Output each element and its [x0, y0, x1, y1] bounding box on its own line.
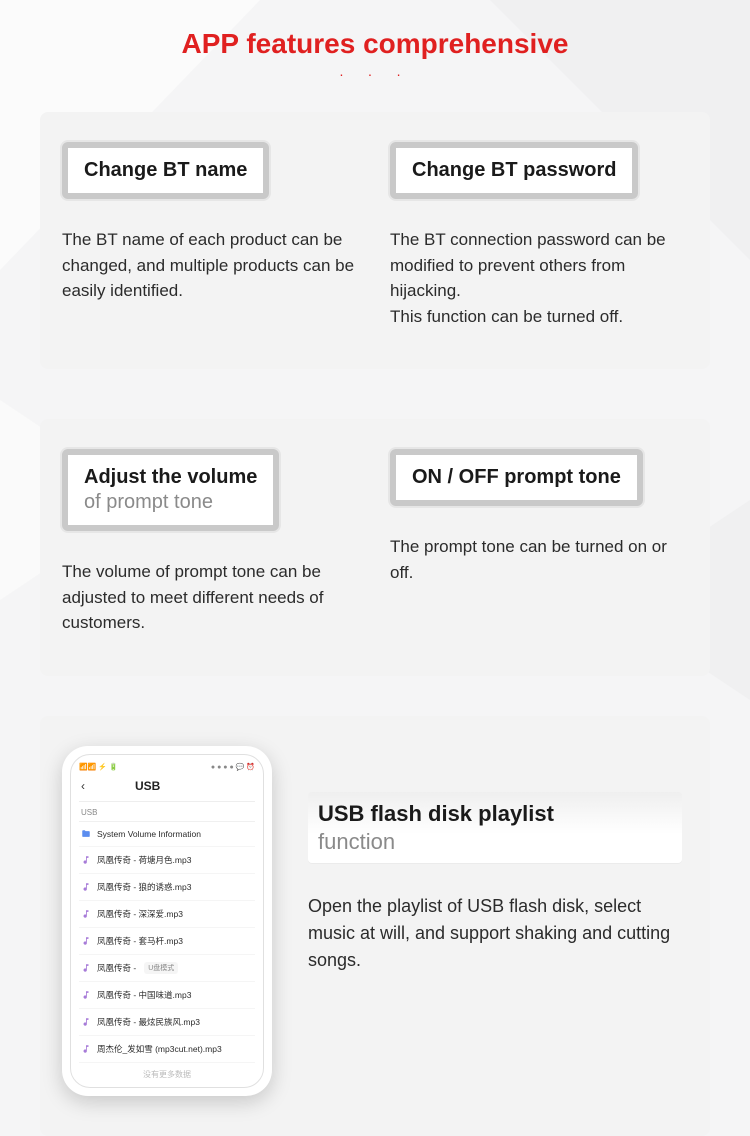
playlist: System Volume Information 凤凰传奇 - 荷塘月色.mp3…	[79, 822, 255, 1063]
feature-button-bt-name: Change BT name	[62, 142, 269, 199]
feature-adjust-volume: Adjust the volume of prompt tone The vol…	[62, 449, 360, 636]
feature-button-onoff-prompt: ON / OFF prompt tone	[390, 449, 643, 506]
screen-header: ‹ USB	[79, 773, 255, 802]
playlist-item-label: 周杰伦_发如雪 (mp3cut.net).mp3	[97, 1043, 222, 1055]
playlist-item-label: 凤凰传奇 - 最炫民族风.mp3	[97, 1016, 200, 1028]
playlist-item[interactable]: 凤凰传奇 - 套马杆.mp3	[79, 928, 255, 955]
feature-button-label: ON / OFF prompt tone	[412, 466, 621, 488]
playlist-item-tag: U盘模式	[144, 962, 178, 974]
playlist-item[interactable]: 凤凰传奇 - 中国味道.mp3	[79, 982, 255, 1009]
playlist-item[interactable]: 凤凰传奇 - 荷塘月色.mp3	[79, 847, 255, 874]
feature-onoff-prompt: ON / OFF prompt tone The prompt tone can…	[390, 449, 688, 636]
playlist-item[interactable]: System Volume Information	[79, 822, 255, 847]
playlist-item-label: 凤凰传奇 - 狼的诱惑.mp3	[97, 881, 191, 893]
usb-title-line1: USB flash disk playlist	[318, 801, 554, 826]
playlist-item[interactable]: 凤凰传奇 - 深深爱.mp3	[79, 901, 255, 928]
status-bar: 📶📶 ⚡ 🔋 ● ● ● ● 💬 ⏰	[79, 761, 255, 773]
feature-button-label: Change BT name	[84, 159, 247, 181]
phone-screen: 📶📶 ⚡ 🔋 ● ● ● ● 💬 ⏰ ‹ USB USB System Volu…	[70, 754, 264, 1088]
usb-text-block: USB flash disk playlist function Open th…	[308, 746, 682, 974]
feature-panel-usb: 📶📶 ⚡ 🔋 ● ● ● ● 💬 ⏰ ‹ USB USB System Volu…	[40, 716, 710, 1136]
playlist-item[interactable]: 凤凰传奇 - 最炫民族风.mp3	[79, 1009, 255, 1036]
playlist-item-label: 凤凰传奇 -	[97, 962, 136, 974]
playlist-item[interactable]: 凤凰传奇 - U盘模式	[79, 955, 255, 982]
phone-mockup: 📶📶 ⚡ 🔋 ● ● ● ● 💬 ⏰ ‹ USB USB System Volu…	[62, 746, 272, 1096]
back-icon[interactable]: ‹	[81, 779, 85, 793]
usb-desc: Open the playlist of USB flash disk, sel…	[308, 893, 682, 974]
playlist-item-label: 凤凰传奇 - 中国味道.mp3	[97, 989, 191, 1001]
playlist-footer: 没有更多数据	[79, 1063, 255, 1080]
status-left: 📶📶 ⚡ 🔋	[79, 763, 118, 771]
feature-desc: The BT connection password can be modifi…	[390, 227, 688, 329]
playlist-item-label: 凤凰传奇 - 深深爱.mp3	[97, 908, 183, 920]
feature-panel-2: Adjust the volume of prompt tone The vol…	[40, 419, 710, 676]
feature-button-label-line1: Adjust the volume	[84, 466, 257, 488]
section-label: USB	[79, 802, 255, 822]
feature-change-bt-name: Change BT name The BT name of each produ…	[62, 142, 360, 329]
playlist-item-label: 凤凰传奇 - 套马杆.mp3	[97, 935, 183, 947]
feature-desc: The prompt tone can be turned on or off.	[390, 534, 688, 585]
status-right: ● ● ● ● 💬 ⏰	[211, 763, 255, 771]
feature-desc: The BT name of each product can be chang…	[62, 227, 360, 304]
playlist-item[interactable]: 周杰伦_发如雪 (mp3cut.net).mp3	[79, 1036, 255, 1063]
page-title: APP features comprehensive	[0, 0, 750, 60]
feature-panel-1: Change BT name The BT name of each produ…	[40, 112, 710, 369]
playlist-item-label: 凤凰传奇 - 荷塘月色.mp3	[97, 854, 191, 866]
feature-button-label-line2: of prompt tone	[84, 491, 213, 513]
feature-button-adjust-volume: Adjust the volume of prompt tone	[62, 449, 279, 531]
feature-button-label: Change BT password	[412, 159, 616, 181]
screen-title: USB	[135, 779, 160, 793]
feature-desc: The volume of prompt tone can be adjuste…	[62, 559, 360, 636]
playlist-item-label: System Volume Information	[97, 829, 201, 839]
playlist-item[interactable]: 凤凰传奇 - 狼的诱惑.mp3	[79, 874, 255, 901]
usb-title: USB flash disk playlist function	[308, 792, 682, 863]
feature-change-bt-password: Change BT password The BT connection pas…	[390, 142, 688, 329]
usb-title-line2: function	[318, 829, 395, 854]
feature-button-bt-password: Change BT password	[390, 142, 638, 199]
